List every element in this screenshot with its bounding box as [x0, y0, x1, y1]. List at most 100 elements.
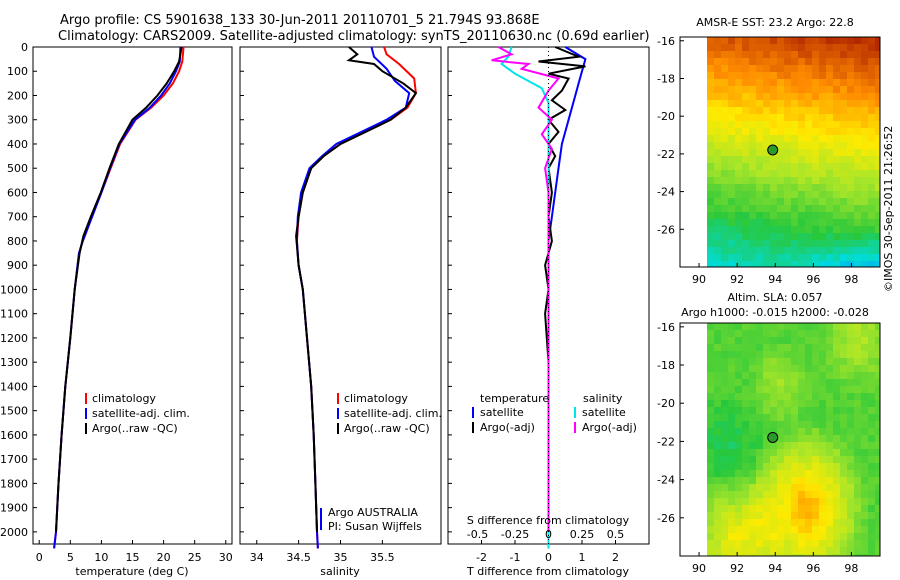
- map-cell: [714, 526, 721, 533]
- map-cell: [847, 44, 854, 51]
- map-cell: [770, 58, 777, 65]
- map-cell: [728, 51, 735, 58]
- map-cell: [763, 51, 770, 58]
- map-cell: [875, 442, 880, 449]
- map-cell: [875, 142, 880, 149]
- map-cell: [833, 344, 840, 351]
- map-cell: [777, 58, 784, 65]
- map-cell: [784, 79, 791, 86]
- map-cell: [854, 58, 861, 65]
- map-cell: [805, 177, 812, 184]
- map-cell: [798, 212, 805, 219]
- map-cell: [826, 372, 833, 379]
- x-tick-label: 92: [730, 562, 744, 575]
- map-cell: [707, 484, 714, 491]
- map-cell: [868, 484, 875, 491]
- map-cell: [875, 470, 880, 477]
- map-cell: [840, 240, 847, 247]
- map-cell: [833, 233, 840, 240]
- map-cell: [728, 44, 735, 51]
- map-cell: [798, 442, 805, 449]
- map-cell: [854, 135, 861, 142]
- map-cell: [735, 442, 742, 449]
- map-cell: [826, 198, 833, 205]
- map-cell: [784, 407, 791, 414]
- map-cell: [756, 491, 763, 498]
- map-cell: [721, 428, 728, 435]
- map-cell: [868, 219, 875, 226]
- map-cell: [868, 519, 875, 526]
- map-cell: [721, 470, 728, 477]
- map-cell: [756, 233, 763, 240]
- map-cell: [826, 254, 833, 261]
- map-cell: [791, 533, 798, 540]
- map-cell: [784, 533, 791, 540]
- map-cell: [847, 519, 854, 526]
- map-cell: [812, 86, 819, 93]
- map-cell: [833, 351, 840, 358]
- map-cell: [826, 177, 833, 184]
- map-cell: [819, 65, 826, 72]
- map-cell: [826, 247, 833, 254]
- map-cell: [714, 498, 721, 505]
- map-cell: [756, 449, 763, 456]
- map-cell: [721, 163, 728, 170]
- map-cell: [777, 198, 784, 205]
- map-cell: [854, 337, 861, 344]
- map-cell: [749, 351, 756, 358]
- map-cell: [763, 261, 770, 267]
- x-tick-label: 96: [806, 562, 820, 575]
- map-cell: [735, 37, 742, 44]
- map-cell: [707, 554, 714, 556]
- map-cell: [875, 72, 880, 79]
- map-cell: [728, 261, 735, 267]
- map-cell: [770, 323, 777, 330]
- map-cell: [749, 240, 756, 247]
- map-cell: [840, 407, 847, 414]
- map-cell: [819, 135, 826, 142]
- map-cell: [819, 351, 826, 358]
- map-cell: [847, 261, 854, 267]
- map-cell: [805, 79, 812, 86]
- map-cell: [861, 554, 868, 556]
- map-cell: [707, 400, 714, 407]
- map-cell: [763, 149, 770, 156]
- map-cell: [763, 344, 770, 351]
- map-cell: [770, 247, 777, 254]
- map-cell: [749, 72, 756, 79]
- map-cell: [749, 407, 756, 414]
- map-cell: [742, 337, 749, 344]
- map-cell: [763, 135, 770, 142]
- map-cell: [728, 351, 735, 358]
- map-cell: [826, 100, 833, 107]
- x-tick-label: 98: [844, 562, 858, 575]
- map-cell: [798, 149, 805, 156]
- map-cell: [826, 323, 833, 330]
- map-cell: [826, 491, 833, 498]
- y-tick-label: 0: [21, 41, 28, 54]
- map-cell: [742, 37, 749, 44]
- map-cell: [714, 456, 721, 463]
- map-cell: [854, 149, 861, 156]
- map-cell: [742, 344, 749, 351]
- map-cell: [770, 372, 777, 379]
- map-cell: [707, 177, 714, 184]
- map-cell: [777, 212, 784, 219]
- map-cell: [805, 330, 812, 337]
- map-cell: [721, 379, 728, 386]
- map-cell: [749, 163, 756, 170]
- map-cell: [819, 261, 826, 267]
- map-cell: [833, 519, 840, 526]
- map-cell: [728, 247, 735, 254]
- map-cell: [756, 477, 763, 484]
- map-cell: [763, 233, 770, 240]
- map-cell: [721, 414, 728, 421]
- map-cell: [798, 351, 805, 358]
- map-cell: [742, 330, 749, 337]
- map-cell: [714, 51, 721, 58]
- legend-label: Argo(-adj): [480, 421, 535, 434]
- map-cell: [735, 86, 742, 93]
- map-cell: [791, 219, 798, 226]
- x-tick-label: -1: [510, 551, 521, 564]
